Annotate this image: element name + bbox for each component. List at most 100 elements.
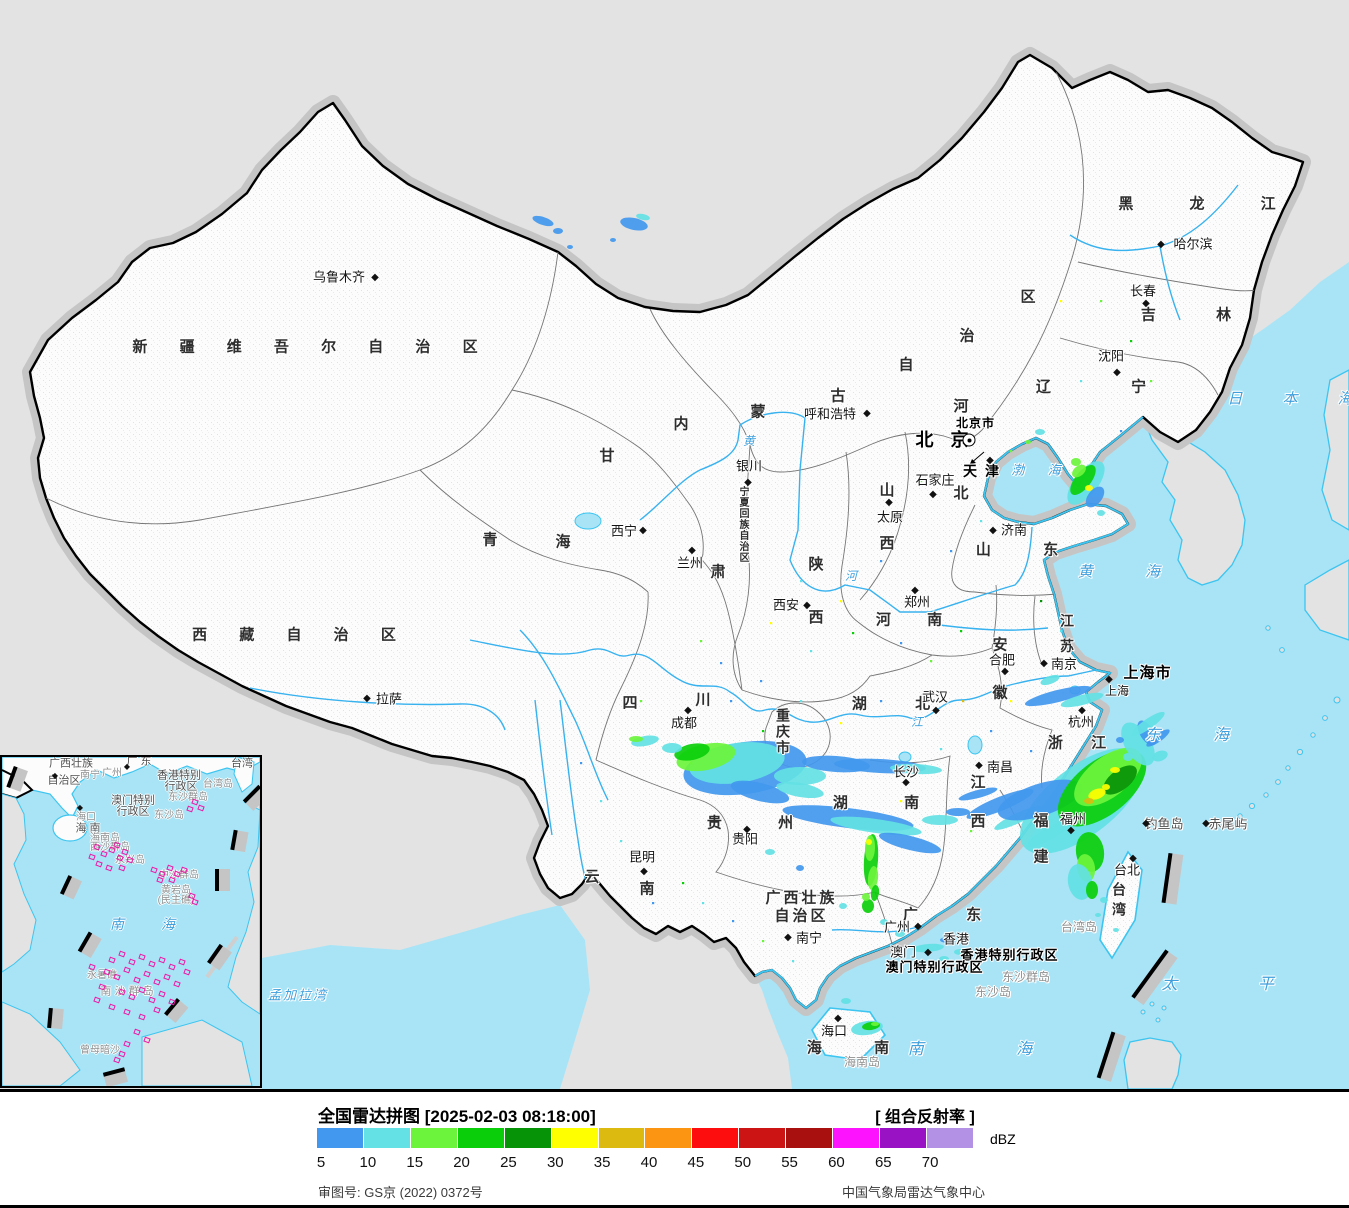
city-marker: ◆ bbox=[1105, 674, 1113, 685]
legend-panel: 全国雷达拼图 [2025-02-03 08:18:00] [ 组合反射率 ] d… bbox=[0, 1092, 1349, 1205]
city-marker: ◆ bbox=[911, 585, 919, 596]
dbz-tick-label: 45 bbox=[687, 1154, 705, 1171]
map-label: 湖 北 bbox=[851, 695, 953, 713]
map-label: 甘 bbox=[599, 447, 615, 465]
map-label: 拉萨 bbox=[375, 691, 403, 707]
map-label: 东 海 bbox=[1144, 727, 1254, 744]
dbz-tick-label: 65 bbox=[874, 1154, 892, 1171]
map-label: 黄 bbox=[742, 434, 756, 448]
map-label: 海 南 bbox=[806, 1039, 914, 1057]
map-label: 福州 bbox=[1059, 811, 1087, 827]
colorbar-cell bbox=[504, 1128, 552, 1148]
map-canvas bbox=[0, 0, 1349, 1089]
inset-taiwan bbox=[233, 757, 255, 793]
map-label: 重庆市 bbox=[775, 708, 791, 756]
map-label: 贵阳 bbox=[731, 831, 759, 847]
inset-boundary-dashes bbox=[6, 765, 260, 1086]
colorbar-cell bbox=[739, 1128, 787, 1148]
korea bbox=[1141, 415, 1246, 586]
map-label: 河 bbox=[844, 569, 858, 583]
map-label: 内 bbox=[673, 415, 689, 433]
map-label: 辽 宁 bbox=[1035, 378, 1185, 396]
city-marker: ◆ bbox=[989, 525, 997, 536]
map-label: 钓鱼岛 bbox=[1144, 816, 1184, 832]
city-marker: ◆ bbox=[684, 705, 692, 716]
map-label: 陕西 bbox=[806, 556, 824, 662]
map-label: 台湾岛 bbox=[203, 779, 233, 790]
city-marker: ◆ bbox=[975, 760, 983, 771]
colorbar-cell bbox=[317, 1128, 364, 1148]
city-marker: ◆ bbox=[902, 777, 910, 788]
map-label: 浙 江 bbox=[1047, 734, 1119, 752]
city-marker: ◆ bbox=[1129, 853, 1137, 864]
map-label: 川 bbox=[695, 691, 711, 709]
map-label: 南昌 bbox=[986, 759, 1014, 775]
ryukyu-islands bbox=[1140, 625, 1341, 1023]
japan bbox=[1321, 369, 1349, 531]
map-label: 呼和浩特 bbox=[803, 406, 857, 422]
map-label: 南 bbox=[639, 880, 655, 898]
tianjin-arrowhead bbox=[970, 459, 976, 464]
map-label: 曾母暗沙 bbox=[80, 1045, 120, 1056]
map-label: 广 东 bbox=[902, 906, 1004, 924]
city-marker: ◆ bbox=[914, 921, 922, 932]
inset-city-marker: ◆ bbox=[123, 762, 131, 771]
map-label: 成都 bbox=[670, 715, 698, 731]
city-marker: ◆ bbox=[363, 693, 371, 704]
dbz-tick-label: 70 bbox=[921, 1154, 939, 1171]
city-marker: ◆ bbox=[1142, 818, 1150, 829]
colorbar-cell bbox=[363, 1128, 411, 1148]
map-label: 自治区 bbox=[47, 774, 81, 787]
colorbar-cell bbox=[786, 1128, 834, 1148]
city-marker: ◆ bbox=[932, 705, 940, 716]
inset-philippines bbox=[227, 801, 260, 1015]
map-label: 区 bbox=[1020, 288, 1036, 306]
map-label: 南 bbox=[110, 916, 124, 932]
map-label: 南 海 bbox=[907, 1041, 1077, 1058]
city-marker: ◆ bbox=[863, 408, 871, 419]
dbz-tick-label: 25 bbox=[500, 1154, 517, 1171]
map-label: 东沙岛 bbox=[974, 985, 1012, 999]
dbz-tick-label: 20 bbox=[453, 1154, 470, 1171]
map-label: 澳门特别行政区 bbox=[885, 959, 984, 975]
city-marker: ◆ bbox=[885, 497, 893, 508]
city-marker: ◆ bbox=[371, 272, 379, 283]
map-label: 赤尾屿 bbox=[1208, 816, 1248, 832]
map-label: 蒙 bbox=[750, 403, 766, 421]
map-label: 东沙群岛 bbox=[168, 792, 208, 803]
map-label: 新 疆 维 吾 尔 自 治 区 bbox=[132, 338, 492, 356]
city-marker: ◆ bbox=[688, 545, 696, 556]
map-label: 银川 bbox=[735, 458, 763, 474]
map-label: 天 津 bbox=[963, 463, 1001, 479]
dbz-tick-label: 40 bbox=[640, 1154, 658, 1171]
city-marker: ◆ bbox=[924, 947, 932, 958]
map-label: 台北 bbox=[1113, 862, 1141, 878]
map-label: 兰州 bbox=[676, 555, 704, 571]
map-label: 广州 bbox=[102, 768, 122, 779]
colorbar-cell bbox=[457, 1128, 505, 1148]
colorbar-cell bbox=[551, 1128, 599, 1148]
map-label: 自治区 bbox=[774, 907, 829, 925]
map-label: 西安 bbox=[772, 597, 800, 613]
city-marker: ◆ bbox=[803, 600, 811, 611]
map-label: 香港特别行政区 bbox=[960, 947, 1059, 963]
map-label: 太原 bbox=[876, 509, 904, 525]
city-marker: ◆ bbox=[1142, 298, 1150, 309]
map-label: 乌鲁木齐 bbox=[312, 269, 366, 285]
dbz-tick-label: 35 bbox=[593, 1154, 611, 1171]
city-marker: ◆ bbox=[1001, 666, 1009, 677]
map-label: 长沙 bbox=[892, 764, 920, 780]
city-marker: ◆ bbox=[1202, 818, 1210, 829]
colorbar-cell bbox=[833, 1128, 881, 1148]
inset-city-marker: ◆ bbox=[51, 771, 59, 780]
city-marker: ◆ bbox=[1067, 825, 1075, 836]
map-label: 海口 bbox=[76, 812, 96, 823]
city-marker: ◆ bbox=[784, 932, 792, 943]
map-label: 北京市 bbox=[955, 416, 996, 430]
map-label: 郑州 bbox=[903, 594, 931, 610]
map-label: 太 平 洋 bbox=[1161, 976, 1349, 993]
map-label: 武汉 bbox=[921, 689, 949, 705]
map-label: 海南岛 bbox=[843, 1055, 881, 1069]
map-label: 台湾岛 bbox=[1060, 920, 1098, 934]
city-marker: ◆ bbox=[639, 525, 647, 536]
